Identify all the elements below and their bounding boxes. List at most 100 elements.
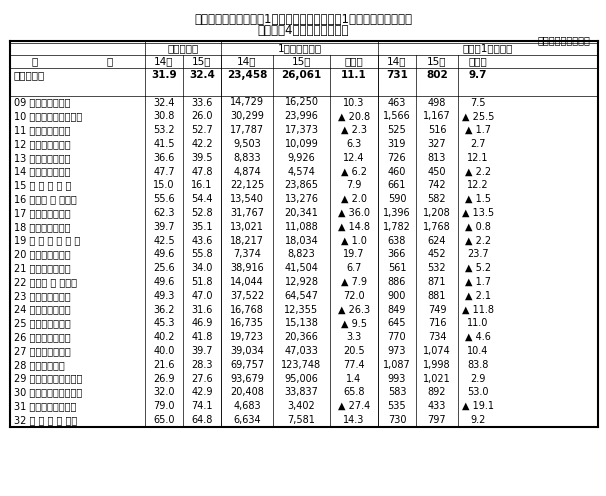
Text: 15年: 15年 [427, 57, 447, 66]
Text: 20,408: 20,408 [230, 387, 264, 397]
Text: 55.6: 55.6 [153, 194, 175, 204]
Text: 993: 993 [388, 373, 406, 383]
Text: 730: 730 [388, 415, 406, 425]
Text: 34.0: 34.0 [191, 263, 213, 273]
Text: 31,767: 31,767 [230, 208, 264, 218]
Text: 19.7: 19.7 [343, 249, 365, 259]
Text: 3.3: 3.3 [347, 332, 362, 342]
Text: 12.2: 12.2 [467, 181, 489, 190]
Text: 付加価値率: 付加価値率 [167, 43, 199, 53]
Text: 12 衣　　　　　服: 12 衣 服 [14, 139, 71, 149]
Text: 26,061: 26,061 [281, 70, 322, 80]
Text: 13,540: 13,540 [230, 194, 264, 204]
Text: 46.9: 46.9 [191, 318, 213, 328]
Text: 11 繊　　　　　維: 11 繊 維 [14, 125, 70, 135]
Text: 9,503: 9,503 [233, 139, 261, 149]
Text: 590: 590 [388, 194, 406, 204]
Text: 77.4: 77.4 [343, 360, 365, 370]
Text: 30.8: 30.8 [153, 111, 175, 122]
Text: 32 そ の 他 の 製品: 32 そ の 他 の 製品 [14, 415, 77, 425]
Text: 7.5: 7.5 [470, 98, 486, 108]
Text: 535: 535 [388, 401, 406, 411]
Text: 366: 366 [388, 249, 406, 259]
Text: 7.9: 7.9 [346, 181, 362, 190]
Text: 前年比: 前年比 [468, 57, 487, 66]
Text: 123,748: 123,748 [281, 360, 322, 370]
Text: 42.2: 42.2 [191, 139, 213, 149]
Text: 645: 645 [388, 318, 406, 328]
Text: 463: 463 [388, 98, 406, 108]
Text: 8,823: 8,823 [288, 249, 315, 259]
Text: ▲ 11.8: ▲ 11.8 [462, 305, 494, 314]
Text: ▲ 1.0: ▲ 1.0 [341, 236, 367, 246]
Text: 23.7: 23.7 [467, 249, 489, 259]
Text: 23,996: 23,996 [285, 111, 318, 122]
Text: ▲ 26.3: ▲ 26.3 [338, 305, 370, 314]
Text: 327: 327 [428, 139, 446, 149]
Text: 661: 661 [388, 181, 406, 190]
Text: 498: 498 [428, 98, 446, 108]
Text: 21.6: 21.6 [153, 360, 175, 370]
Text: 3,402: 3,402 [288, 401, 315, 411]
Text: 13,276: 13,276 [284, 194, 319, 204]
Text: 47,033: 47,033 [285, 346, 318, 356]
Text: 32.0: 32.0 [153, 387, 175, 397]
Text: 1,208: 1,208 [423, 208, 451, 218]
Text: 2.9: 2.9 [470, 373, 485, 383]
Text: 16 出　版 ・ 印　刷: 16 出 版 ・ 印 刷 [14, 194, 77, 204]
Text: 69,757: 69,757 [230, 360, 264, 370]
Text: 716: 716 [428, 318, 446, 328]
Text: 25 金　　　　　属: 25 金 属 [14, 318, 71, 328]
Text: 30 輸　送　用　機　械: 30 輸 送 用 機 械 [14, 387, 82, 397]
Text: 4,574: 4,574 [288, 167, 316, 177]
Text: 892: 892 [428, 387, 446, 397]
Text: 39.7: 39.7 [191, 346, 213, 356]
Text: 6.3: 6.3 [347, 139, 362, 149]
Text: ▲ 36.0: ▲ 36.0 [338, 208, 370, 218]
Text: 849: 849 [388, 305, 406, 314]
Text: 881: 881 [428, 291, 446, 301]
Text: 17,373: 17,373 [284, 125, 319, 135]
Text: 802: 802 [426, 70, 448, 80]
Text: 09 食　　料　　品: 09 食 料 品 [14, 98, 70, 108]
Text: 表８　付加価値率及び1事業所当たり、従業者1人当たり付加価値額: 表８ 付加価値率及び1事業所当たり、従業者1人当たり付加価値額 [194, 13, 412, 26]
Text: ▲ 2.0: ▲ 2.0 [341, 194, 367, 204]
Text: 42.9: 42.9 [191, 387, 213, 397]
Text: ▲ 20.8: ▲ 20.8 [338, 111, 370, 122]
Text: 9.2: 9.2 [470, 415, 485, 425]
Text: 総　　　数: 総 数 [14, 70, 45, 80]
Text: 28 情報通信機械: 28 情報通信機械 [14, 360, 65, 370]
Text: 30,299: 30,299 [230, 111, 264, 122]
Text: 14年: 14年 [155, 57, 174, 66]
Text: 15.0: 15.0 [153, 181, 175, 190]
Text: 65.0: 65.0 [153, 415, 175, 425]
Text: 770: 770 [388, 332, 406, 342]
Text: 532: 532 [428, 263, 446, 273]
Text: 41.8: 41.8 [191, 332, 213, 342]
Text: 16.1: 16.1 [191, 181, 213, 190]
Text: 14.3: 14.3 [344, 415, 365, 425]
Text: 900: 900 [388, 291, 406, 301]
Text: 64.8: 64.8 [191, 415, 213, 425]
Text: 731: 731 [386, 70, 408, 80]
Text: 886: 886 [388, 277, 406, 287]
Text: 16,250: 16,250 [284, 98, 319, 108]
Text: 52.8: 52.8 [191, 208, 213, 218]
Text: 29 電子部品・デバイス: 29 電子部品・デバイス [14, 373, 82, 383]
Text: 11.0: 11.0 [467, 318, 488, 328]
Text: 15年: 15年 [291, 57, 311, 66]
Text: 32.4: 32.4 [153, 98, 175, 108]
Text: 1,396: 1,396 [383, 208, 411, 218]
Text: 従業者1人当たり: 従業者1人当たり [463, 43, 513, 53]
Text: 前年比: 前年比 [345, 57, 364, 66]
Text: 9.7: 9.7 [469, 70, 487, 80]
Text: 749: 749 [428, 305, 446, 314]
Text: 18 石　　　　　油: 18 石 油 [14, 222, 70, 232]
Text: 6.7: 6.7 [346, 263, 362, 273]
Text: ▲ 1.5: ▲ 1.5 [465, 194, 491, 204]
Text: 20.5: 20.5 [343, 346, 365, 356]
Text: 37,522: 37,522 [230, 291, 264, 301]
Text: 25.6: 25.6 [153, 263, 175, 273]
Text: 1,167: 1,167 [423, 111, 451, 122]
Text: 15 パ ル プ ・ 紙: 15 パ ル プ ・ 紙 [14, 181, 72, 190]
